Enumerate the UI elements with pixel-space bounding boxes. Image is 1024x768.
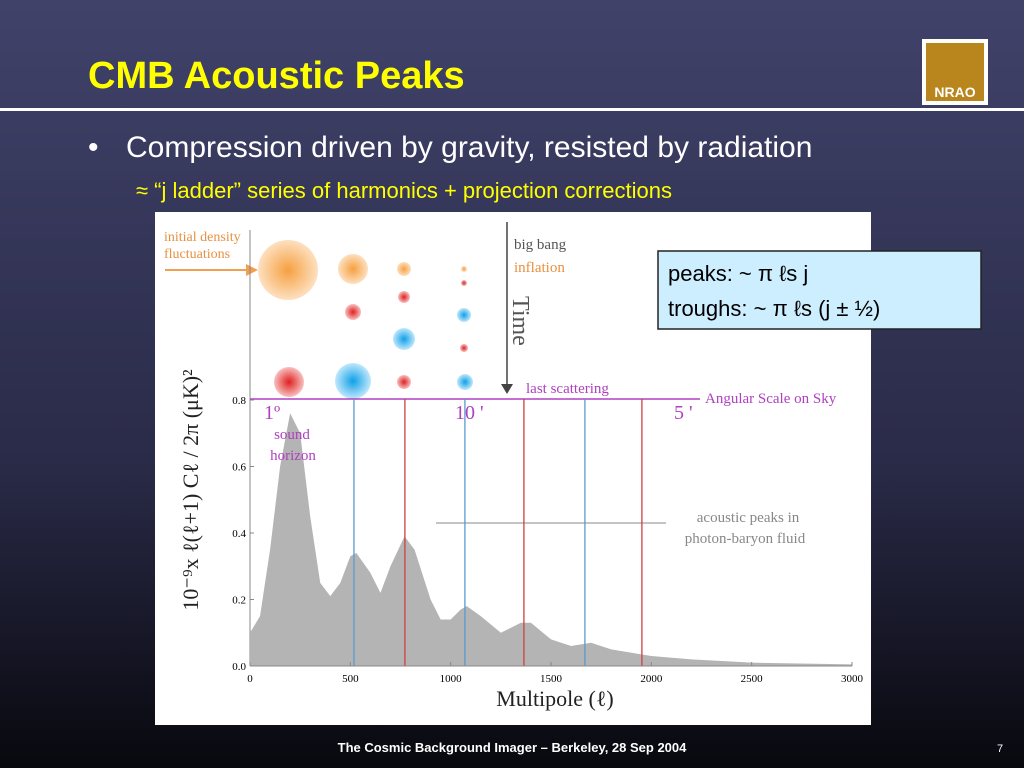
- title-rule: [0, 108, 1024, 111]
- arrowhead: [246, 264, 258, 276]
- y-tick-label: 0.2: [232, 595, 246, 607]
- blob: [393, 328, 415, 350]
- x-tick-label: 500: [342, 673, 359, 685]
- blob: [397, 262, 411, 276]
- annotation: fluctuations: [164, 247, 230, 262]
- blob: [461, 266, 467, 272]
- x-tick-label: 0: [247, 673, 253, 685]
- y-tick-label: 0.6: [232, 462, 246, 474]
- blob: [397, 375, 411, 389]
- blob: [345, 304, 361, 320]
- x-tick-label: 2500: [741, 673, 764, 685]
- annotation: Time: [507, 296, 533, 346]
- x-tick-label: 2000: [640, 673, 663, 685]
- callout-line: peaks: ~ π ℓs j: [668, 261, 808, 286]
- blob: [461, 280, 467, 286]
- x-tick-label: 1000: [440, 673, 463, 685]
- blob: [460, 344, 468, 352]
- y-tick-label: 0.4: [232, 528, 246, 540]
- blob: [457, 308, 471, 322]
- x-tick-label: 1500: [540, 673, 563, 685]
- annotation: big bang: [514, 237, 567, 253]
- footer: The Cosmic Background Imager – Berkeley,…: [338, 740, 688, 755]
- blob: [398, 291, 410, 303]
- blob: [258, 240, 318, 300]
- annotation: horizon: [270, 448, 316, 464]
- annotation: sound: [274, 427, 310, 443]
- arrowhead: [501, 384, 513, 394]
- annotation: acoustic peaks in: [697, 510, 800, 526]
- logo-text: NRAO: [934, 84, 975, 100]
- figure-plot: 0 500 1000 1500 2000 2500 3000 0.0 0.2 0.4 0.6 0.8 M…: [164, 222, 864, 711]
- logo: [926, 43, 984, 101]
- blob: [335, 363, 371, 399]
- y-label: 10⁻⁹x ℓ(ℓ+1) Cℓ / 2π (μK)²: [178, 369, 203, 611]
- x-label: Multipole (ℓ): [496, 686, 613, 711]
- blob: [457, 374, 473, 390]
- annotation: Angular Scale on Sky: [705, 391, 837, 407]
- y-tick-label: 0.8: [232, 395, 246, 407]
- x-tick-label: 3000: [841, 673, 864, 685]
- annotation: initial density: [164, 230, 241, 245]
- annotation: 1º: [264, 402, 280, 424]
- page-number: 7: [997, 743, 1003, 755]
- sub-bullet: ≈ “j ladder” series of harmonics + proje…: [136, 178, 672, 203]
- blob: [274, 367, 304, 397]
- bullet-dot: •: [88, 131, 99, 164]
- callout: [657, 250, 982, 330]
- callout-line: troughs: ~ π ℓs (j ± ½): [668, 296, 880, 321]
- annotation: inflation: [514, 260, 565, 276]
- bullet: Compression driven by gravity, resisted …: [126, 131, 812, 164]
- annotation: last scattering: [526, 381, 609, 397]
- blob: [338, 254, 368, 284]
- spectrum-area: [250, 413, 852, 666]
- y-tick-label: 0.0: [232, 661, 246, 673]
- annotation: photon-baryon fluid: [685, 531, 806, 547]
- annotation: 10 ': [455, 402, 484, 424]
- slide-title: CMB Acoustic Peaks: [88, 55, 465, 97]
- annotation: 5 ': [674, 402, 693, 424]
